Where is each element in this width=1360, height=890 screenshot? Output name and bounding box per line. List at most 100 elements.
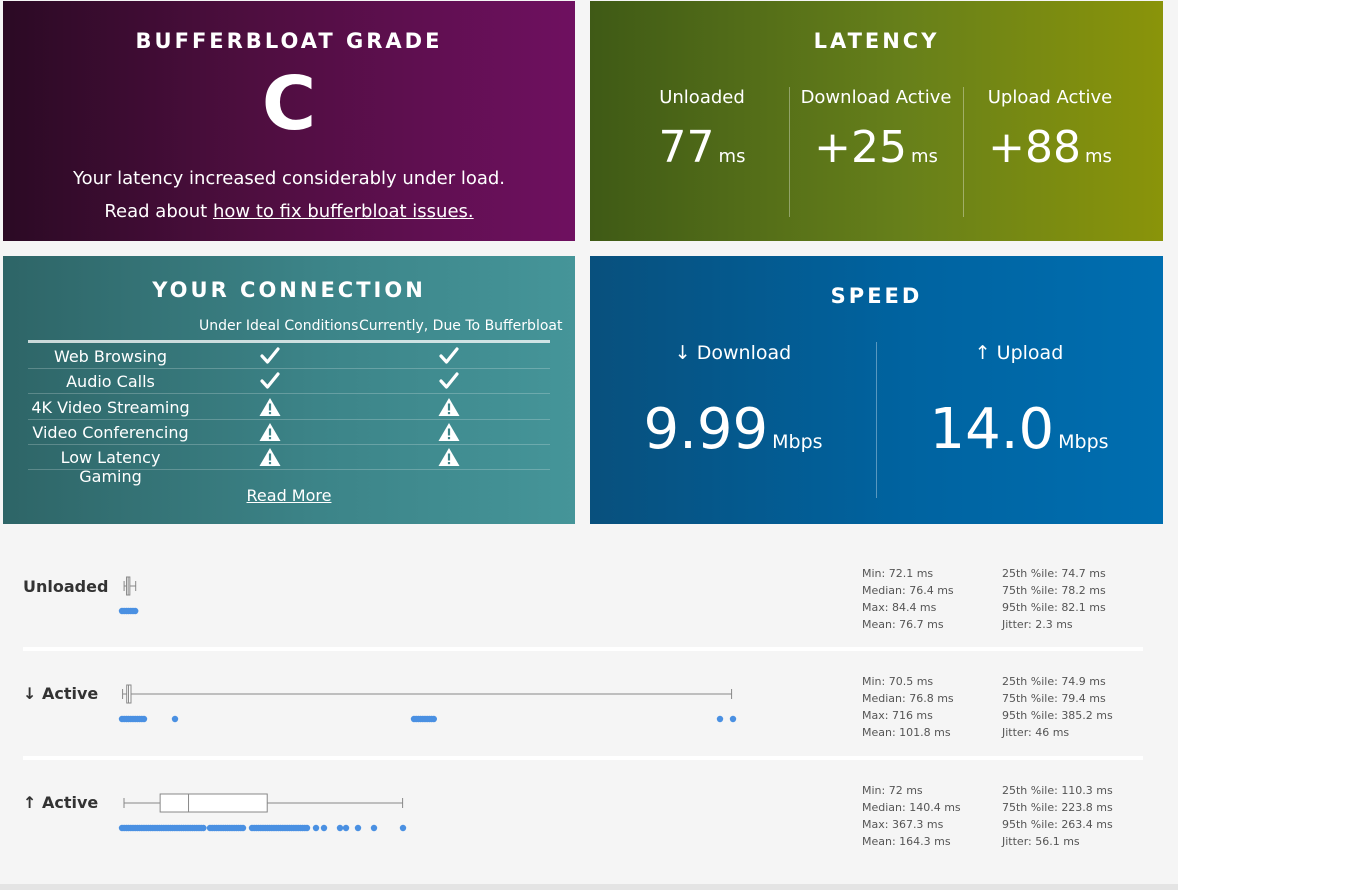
sample-dot xyxy=(320,824,328,832)
grade-read-prefix: Read about xyxy=(104,201,213,222)
check-icon xyxy=(259,346,281,366)
sample-dot xyxy=(132,607,139,615)
connection-title: YOUR CONNECTION xyxy=(152,278,426,302)
latency-upload-label: Upload Active xyxy=(987,87,1113,108)
connection-card: YOUR CONNECTION Under Ideal Conditions C… xyxy=(3,256,575,524)
grade-letter: C xyxy=(261,61,317,147)
latency-distribution-plot xyxy=(118,576,737,832)
stat-p75: 75th %ile: 78.2 ms xyxy=(1002,584,1106,597)
latency-download-active: Download Active +25 ms xyxy=(789,87,963,217)
activity-name: Web Browsing xyxy=(53,347,168,366)
latency-divider xyxy=(789,87,790,217)
stat-max: Max: 84.4 ms xyxy=(862,601,937,614)
check-icon xyxy=(438,346,460,366)
fix-bufferbloat-link[interactable]: how to fix bufferbloat issues. xyxy=(212,201,474,222)
sample-dot xyxy=(354,824,362,832)
sample-dot xyxy=(171,715,179,723)
stat-p75: 75th %ile: 223.8 ms xyxy=(1002,801,1113,814)
activity-name: Low Latency Gaming xyxy=(60,448,161,487)
sample-dot xyxy=(303,824,311,832)
check-icon xyxy=(259,371,281,391)
stat-p25: 25th %ile: 74.7 ms xyxy=(1002,567,1106,580)
stat-p25: 25th %ile: 74.9 ms xyxy=(1002,675,1106,688)
connection-row: Audio Calls xyxy=(28,369,550,395)
column-ideal-header: Under Ideal Conditions xyxy=(199,318,359,334)
activity-name: 4K Video Streaming xyxy=(31,397,190,417)
download-value: 9.99 xyxy=(643,397,769,462)
grade-title: BUFFERBLOAT GRADE xyxy=(135,29,443,53)
sample-dot xyxy=(312,824,320,832)
sample-dot xyxy=(336,824,344,832)
stat-min: Min: 72 ms xyxy=(862,784,923,797)
detail-label-upload-active: ↑ Active xyxy=(23,793,99,812)
stat-jitter: Jitter: 56.1 ms xyxy=(1002,835,1080,848)
latency-unloaded-label: Unloaded xyxy=(659,87,745,108)
sample-dot xyxy=(239,824,247,832)
latency-download-value: +25 xyxy=(814,122,907,173)
read-more-link[interactable]: Read More xyxy=(246,486,332,505)
latency-card: LATENCY Unloaded 77 ms Download Active +2… xyxy=(590,1,1163,241)
bufferbloat-grade-card: BUFFERBLOAT GRADE C Your latency increas… xyxy=(3,1,575,241)
stats-upload-left: Min: 72 ms Median: 140.4 ms Max: 367.3 m… xyxy=(862,782,961,850)
warning-icon xyxy=(438,447,460,467)
sample-dot xyxy=(399,824,407,832)
warning-icon xyxy=(438,422,460,442)
header-rule xyxy=(28,340,550,343)
upload-speed: ↑ Upload 14.0 Mbps xyxy=(876,342,1162,458)
latency-upload-active: Upload Active +88 ms xyxy=(963,87,1137,217)
row-separator xyxy=(23,647,1143,651)
latency-download-label: Download Active xyxy=(800,87,952,108)
stats-unloaded-left: Min: 72.1 ms Median: 76.4 ms Max: 84.4 m… xyxy=(862,565,954,633)
check-icon xyxy=(438,371,460,391)
connection-row: Low Latency Gaming xyxy=(28,445,550,486)
latency-title: LATENCY xyxy=(813,29,940,53)
activity-name: Video Conferencing xyxy=(32,422,189,442)
stat-mean: Mean: 101.8 ms xyxy=(862,726,951,739)
sample-dot xyxy=(342,824,350,832)
warning-icon xyxy=(259,397,281,417)
stat-jitter: Jitter: 46 ms xyxy=(1002,726,1070,739)
warning-icon xyxy=(259,422,281,442)
stat-min: Min: 70.5 ms xyxy=(862,675,934,688)
latency-unloaded-value: 77 xyxy=(658,122,715,173)
latency-upload-value: +88 xyxy=(988,122,1081,173)
download-label: ↓ Download xyxy=(674,342,792,364)
stats-unloaded-right: 25th %ile: 74.7 ms 75th %ile: 78.2 ms 95… xyxy=(1002,565,1106,633)
detail-label-unloaded: Unloaded xyxy=(23,577,109,596)
latency-unit: ms xyxy=(910,146,938,167)
stat-mean: Mean: 164.3 ms xyxy=(862,835,951,848)
stat-p75: 75th %ile: 79.4 ms xyxy=(1002,692,1106,705)
stat-p95: 95th %ile: 82.1 ms xyxy=(1002,601,1106,614)
latency-unloaded: Unloaded 77 ms xyxy=(615,87,789,217)
speed-card: SPEED ↓ Download 9.99 Mbps ↑ Upload 14.0 M… xyxy=(590,256,1163,524)
stat-median: Median: 140.4 ms xyxy=(862,801,961,814)
warning-icon xyxy=(259,447,281,467)
speed-title: SPEED xyxy=(830,284,923,308)
download-speed: ↓ Download 9.99 Mbps xyxy=(590,342,876,458)
stats-upload-right: 25th %ile: 110.3 ms 75th %ile: 223.8 ms … xyxy=(1002,782,1113,850)
stat-max: Max: 716 ms xyxy=(862,709,933,722)
stats-download-left: Min: 70.5 ms Median: 76.8 ms Max: 716 ms… xyxy=(862,673,954,741)
bottom-strip xyxy=(0,884,1178,890)
latency-unit: ms xyxy=(1084,146,1112,167)
stat-jitter: Jitter: 2.3 ms xyxy=(1002,618,1073,631)
stat-median: Median: 76.4 ms xyxy=(862,584,954,597)
stats-download-right: 25th %ile: 74.9 ms 75th %ile: 79.4 ms 95… xyxy=(1002,673,1113,741)
detail-label-download-active: ↓ Active xyxy=(23,684,99,703)
sample-dot xyxy=(200,824,207,832)
stat-max: Max: 367.3 ms xyxy=(862,818,944,831)
sample-dot xyxy=(729,715,737,723)
speed-divider xyxy=(876,342,877,498)
column-current-header: Currently, Due To Bufferbloat xyxy=(359,318,563,334)
stat-p95: 95th %ile: 385.2 ms xyxy=(1002,709,1113,722)
activity-name: Audio Calls xyxy=(66,372,155,392)
upload-label: ↑ Upload xyxy=(974,342,1064,364)
stat-mean: Mean: 76.7 ms xyxy=(862,618,944,631)
speed-unit: Mbps xyxy=(1058,431,1109,453)
results-panel: BUFFERBLOAT GRADE C Your latency increas… xyxy=(0,0,1178,890)
grade-description: Your latency increased considerably unde… xyxy=(3,162,575,228)
connection-row: Video Conferencing xyxy=(28,420,550,445)
interquartile-box xyxy=(159,793,268,813)
sample-dot xyxy=(716,715,724,723)
stat-p25: 25th %ile: 110.3 ms xyxy=(1002,784,1113,797)
